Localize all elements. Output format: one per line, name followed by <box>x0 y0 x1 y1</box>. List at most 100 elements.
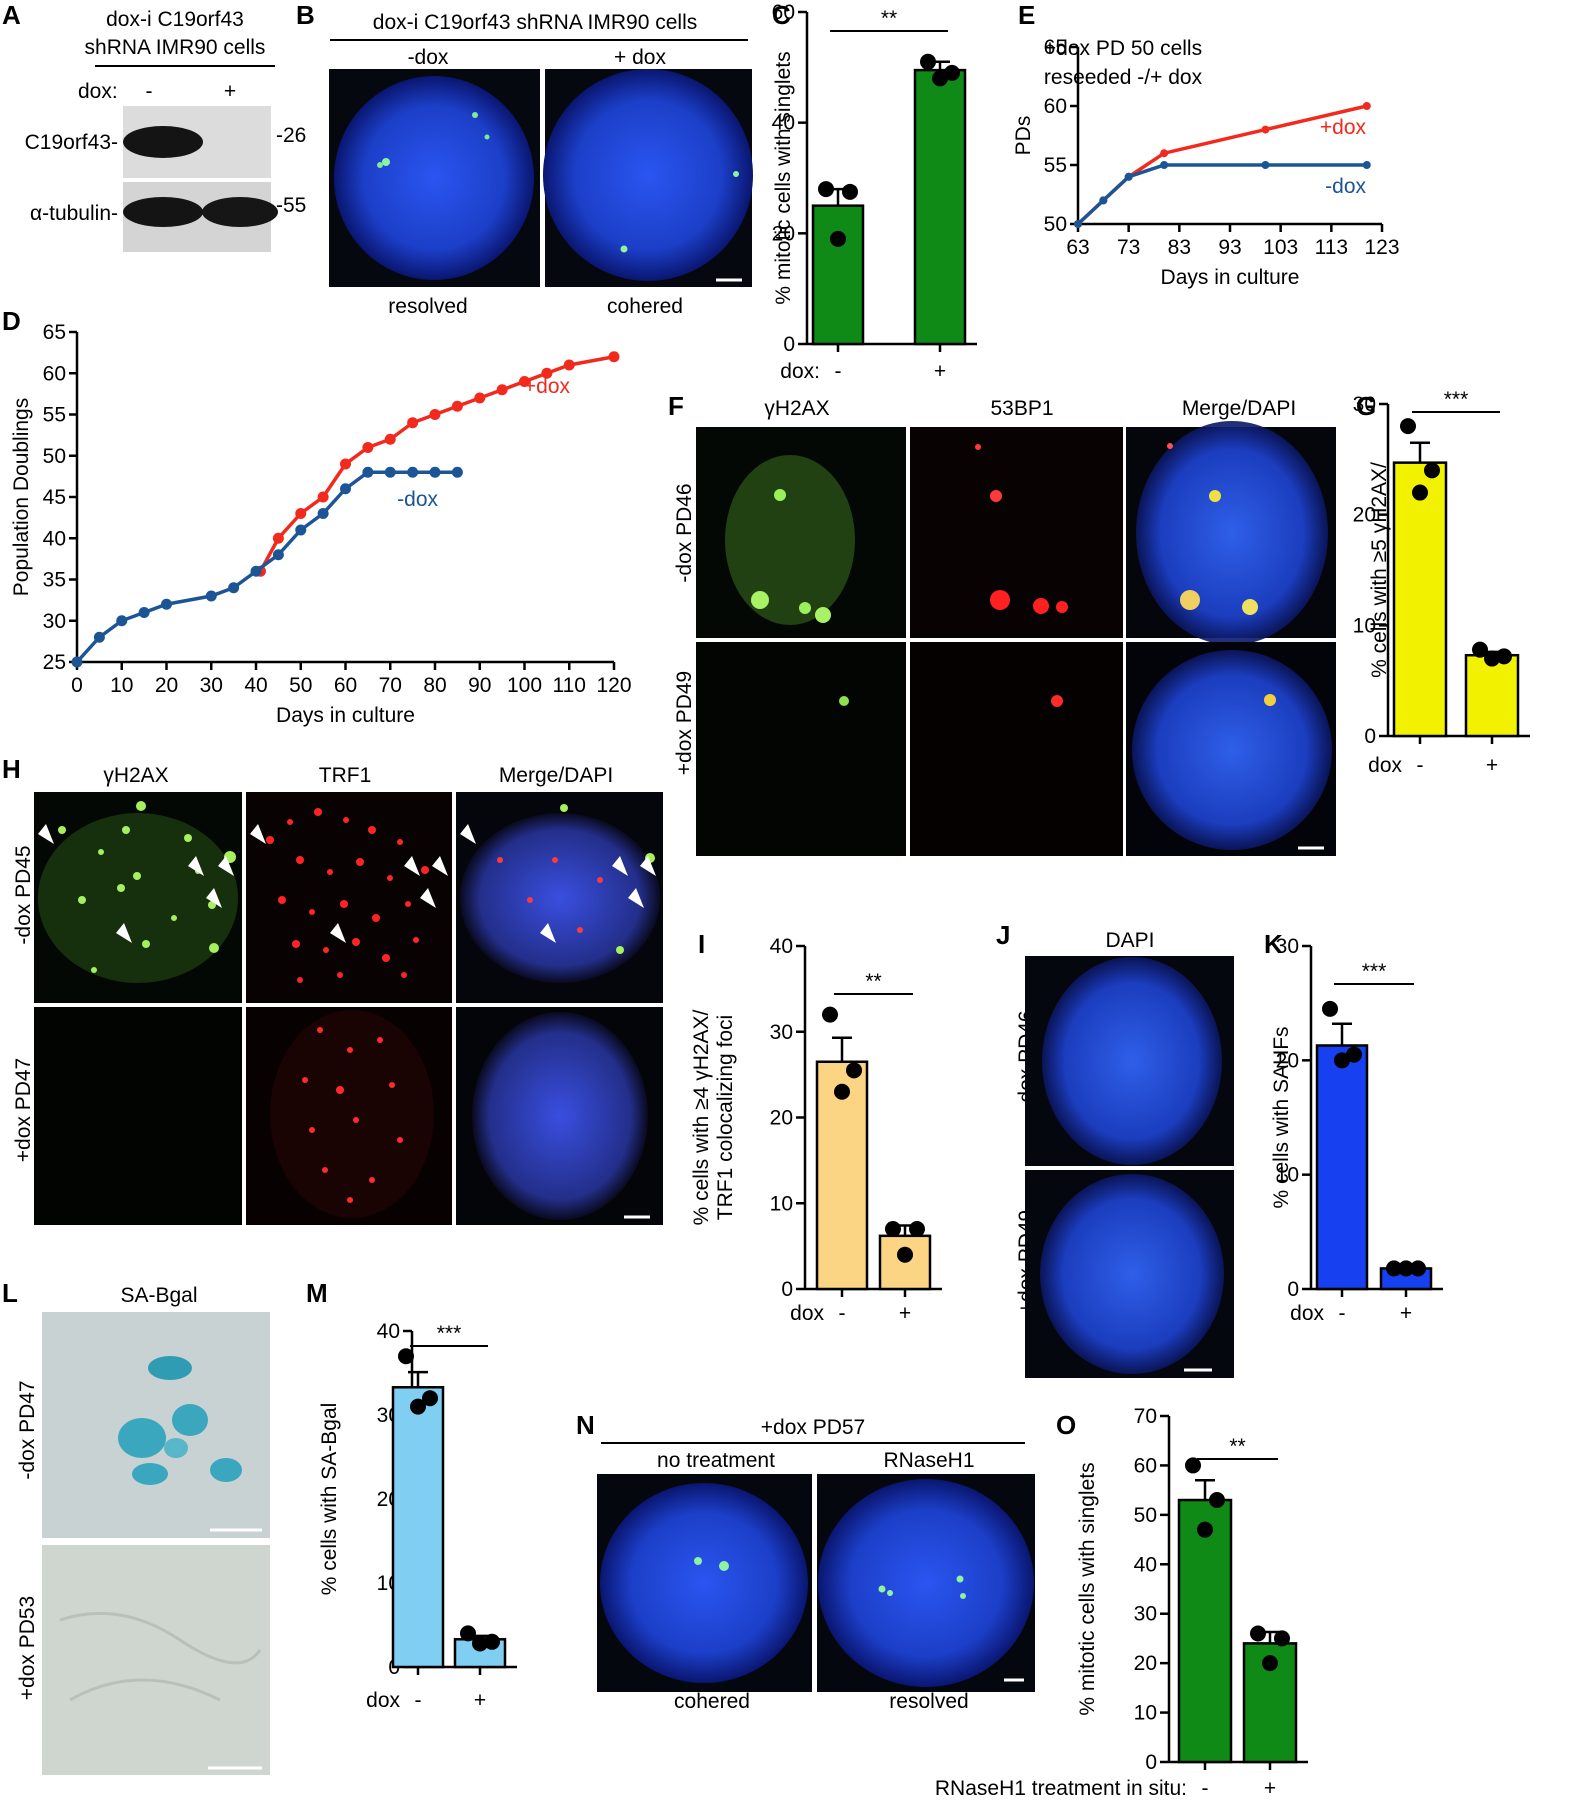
panel-e-note-line1: +dox PD 50 cells <box>1044 37 1202 60</box>
data-point <box>846 1062 862 1079</box>
data-point <box>410 1398 426 1415</box>
data-point <box>1496 648 1512 665</box>
y-tick-label: 40 <box>43 527 66 550</box>
y-tick-label: 30 <box>770 1021 793 1044</box>
x-axis-label: Days in culture <box>276 704 415 727</box>
focus-dot <box>975 444 981 450</box>
nucleus-f-minus <box>1136 421 1328 645</box>
y-tick-label: 20 <box>1134 1652 1157 1675</box>
y-tick-label: 30 <box>1353 393 1376 416</box>
focus-dot <box>1180 590 1200 610</box>
panel-a-dox-label: dox: <box>78 80 118 103</box>
x-category-label: + <box>934 360 946 383</box>
y-axis-label: % cells with SAHFs <box>1270 1026 1293 1208</box>
panel-a: A dox-i C19orf43 shRNA IMR90 cells dox: … <box>2 0 306 252</box>
panel-n-col-no-treatment: no treatment <box>657 1449 775 1472</box>
cell-h-trf1-plus <box>270 1010 434 1218</box>
series-label: +dox <box>1320 116 1367 139</box>
data-point <box>1472 641 1488 658</box>
panel-h-col-gh2ax: γH2AX <box>103 764 168 787</box>
focus-dot <box>990 590 1010 610</box>
y-axis-label: PDs <box>1012 116 1035 156</box>
data-point <box>834 1083 850 1100</box>
x-category-label: - <box>415 1689 422 1712</box>
bar <box>1392 461 1448 738</box>
data-point <box>362 466 374 478</box>
panel-letter-b: B <box>296 0 315 30</box>
image-l-plus <box>42 1545 270 1775</box>
data-point <box>474 392 486 404</box>
stained-cell <box>172 1404 208 1436</box>
panel-h-col-trf1: TRF1 <box>319 764 372 787</box>
y-tick-label: 30 <box>43 610 66 633</box>
data-point <box>407 466 419 478</box>
bar-chart-o: O 0 10 20 30 40 50 60 70 % mitotic cells with sin… <box>935 1405 1308 1800</box>
panel-b-col-plus: + dox <box>614 46 666 69</box>
nucleus-n-rnaseh1 <box>818 1479 1034 1687</box>
series-line <box>258 355 615 573</box>
panel-a-dox-minus: - <box>146 80 153 103</box>
y-tick-label: 65 <box>1044 36 1067 59</box>
panel-b-title: dox-i C19orf43 shRNA IMR90 cells <box>373 11 697 34</box>
x-tick-label: 30 <box>200 674 223 697</box>
focus-dot <box>1242 599 1258 615</box>
data-point <box>295 524 307 536</box>
data-point <box>842 183 858 200</box>
fish-dot <box>694 1557 702 1565</box>
data-point <box>897 1246 913 1263</box>
x-tick-label: 10 <box>110 674 133 697</box>
y-tick-label: 50 <box>43 445 66 468</box>
data-point <box>1185 1457 1201 1474</box>
x-tick-label: 123 <box>1364 236 1399 259</box>
x-tick-label: 70 <box>379 674 402 697</box>
focus-dot <box>990 490 1002 502</box>
data-point <box>161 598 172 610</box>
data-point <box>1398 1260 1414 1277</box>
data-point <box>1334 1052 1350 1069</box>
data-point <box>1412 484 1428 501</box>
cell-outline <box>69 1678 221 1702</box>
bar <box>391 1386 445 1669</box>
panel-letter-h: H <box>2 754 21 784</box>
y-tick-label: 10 <box>770 1192 793 1215</box>
y-tick-label: 20 <box>770 1107 793 1130</box>
y-tick-label: 55 <box>43 404 66 427</box>
data-point <box>1386 1260 1402 1277</box>
x-tick-label: 120 <box>596 674 631 697</box>
image-f-53bp1-minus <box>910 427 1123 638</box>
y-tick-label: 50 <box>1134 1504 1157 1527</box>
panel-n: N +dox PD57 no treatment RNaseH1 cohered… <box>576 1410 1035 1713</box>
y-tick-label: 30 <box>1276 935 1299 958</box>
panel-letter-m: M <box>306 1278 328 1308</box>
panel-f-col-gh2ax: γH2AX <box>764 397 829 420</box>
x-tick-label: 60 <box>334 674 357 697</box>
data-point <box>1160 149 1169 158</box>
focus-dot <box>1056 601 1068 613</box>
data-point <box>1250 1625 1266 1642</box>
data-point <box>484 1633 500 1650</box>
x-category-label: + <box>1400 1302 1412 1325</box>
panel-letter-j: J <box>996 920 1010 950</box>
y-tick-label: 10 <box>1134 1702 1157 1725</box>
y-axis-label: % cells with SA-Bgal <box>318 1403 341 1596</box>
y-tick-label: 40 <box>377 1320 400 1343</box>
series-label: -dox <box>397 488 438 511</box>
x-category-label: + <box>474 1689 486 1712</box>
panel-f-col-merge: Merge/DAPI <box>1182 397 1296 420</box>
significance-label: *** <box>1444 388 1469 411</box>
bar-chart-c: C 0 20 40 60 % mitotic cells with singlets - + d… <box>772 0 977 383</box>
y-axis-label: % mitotic cells with singlets <box>1076 1462 1099 1715</box>
blot-mw-26: -26 <box>276 124 306 147</box>
significance-label: *** <box>437 1322 462 1345</box>
nucleus-b-minus <box>334 76 534 280</box>
data-point <box>1410 1260 1426 1277</box>
y-tick-label: 55 <box>1044 154 1067 177</box>
y-tick-label: 0 <box>1145 1751 1157 1774</box>
data-point <box>519 376 530 387</box>
y-tick-label: 20 <box>1353 504 1376 527</box>
data-point <box>460 1625 476 1642</box>
data-point <box>818 181 834 198</box>
data-point <box>340 458 351 470</box>
data-point <box>384 466 396 478</box>
panel-a-title-line1: dox-i C19orf43 <box>106 8 244 31</box>
